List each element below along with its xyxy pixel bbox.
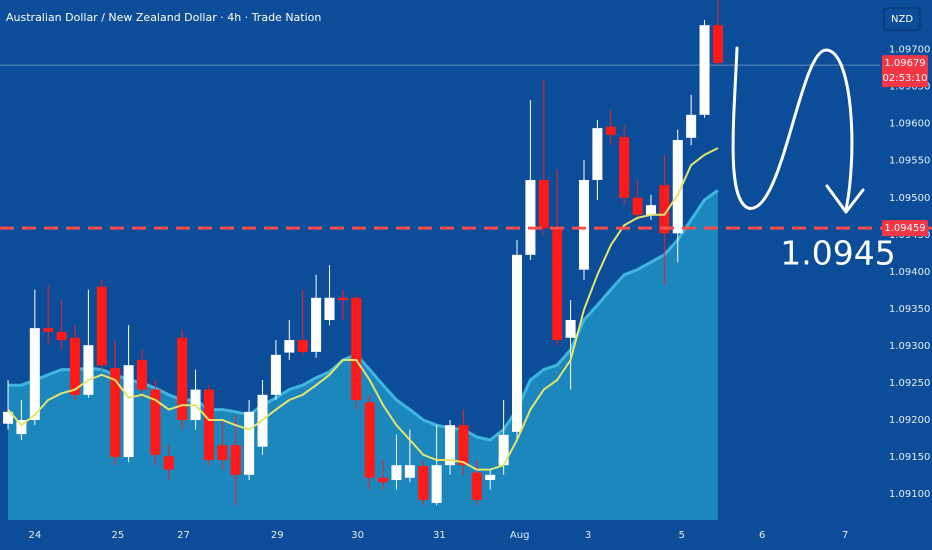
x-tick-label: 27 [177,530,190,541]
candle-body [619,137,630,198]
candle-body [311,297,322,352]
candle-body [16,420,27,435]
y-tick-label: 1.09100 [889,489,930,500]
x-tick-label: 31 [433,530,446,541]
y-tick-label: 1.09400 [889,267,930,278]
y-tick-label: 1.09550 [889,156,930,167]
candle-body [351,297,362,400]
candle-body [136,360,147,390]
candle-body [3,411,14,424]
last-price-box [882,55,928,88]
candle-body [512,254,523,432]
candle-body [297,340,308,352]
candle-body [391,465,402,480]
y-tick-label: 1.09250 [889,378,930,389]
candle-body [552,228,563,340]
y-tick-label: 1.09600 [889,119,930,130]
x-tick-label: 30 [351,530,364,541]
currency-badge [883,7,921,31]
x-tick-label: 5 [679,530,685,541]
x-tick-label: Aug [510,530,530,541]
arrow-head [825,184,865,214]
candle-body [485,474,496,480]
candle-body [712,25,723,63]
x-tick-label: 3 [585,530,591,541]
x-tick-label: 25 [112,530,125,541]
candle-body [645,205,656,215]
candle-body [284,340,295,353]
candle-body [244,411,255,475]
y-tick-label: 1.09700 [889,45,930,56]
candle-body [43,328,54,332]
last-price-label: 1.09679 [884,58,925,69]
y-tick-label: 1.09500 [889,193,930,204]
y-tick-label: 1.09150 [889,452,930,463]
candle-body [458,425,469,466]
candle-body [578,180,589,270]
y-tick-label: 1.09200 [889,415,930,426]
candle-body [123,365,134,458]
candle-body [565,320,576,338]
candle-body [83,345,94,395]
x-tick-label: 7 [842,530,848,541]
countdown-label: 02:53:10 [883,73,928,84]
candle-body [525,180,536,255]
plot-area [3,0,723,520]
candle-body [177,337,188,420]
candle-body [56,331,67,340]
candle-body [498,434,509,466]
candle-body [471,472,482,500]
candle-body [203,389,214,460]
candle-body [672,140,683,234]
candle-body [659,185,670,234]
chart-title: Australian Dollar / New Zealand Dollar ·… [6,11,321,24]
candle-body [29,328,40,420]
candle-body [445,425,456,466]
candle-body [96,286,107,366]
y-tick-label: 1.09350 [889,304,930,315]
y-tick-label: 1.09300 [889,341,930,352]
x-tick-label: 24 [28,530,41,541]
candle-body [699,25,710,115]
area-fill [8,190,718,520]
candle-body [686,114,697,138]
candle-body [110,368,121,458]
candle-body [538,180,549,229]
level-label-box [882,220,928,237]
ma-line [7,147,719,471]
candle-body [163,456,174,470]
x-tick-label: 29 [271,530,284,541]
x-tick-label: 6 [759,530,765,541]
currency-label: NZD [891,14,913,25]
candle-body [364,402,375,478]
candle-body [431,465,442,503]
level-label: 1.09459 [884,223,925,234]
hand-drawn-arrow [731,46,854,212]
candle-body [150,389,161,455]
candle-body [378,477,389,483]
candle-body [605,126,616,135]
candle-body [324,297,335,320]
candle-body [592,128,603,180]
annotation: 1.0945 [780,234,895,273]
candle-body [404,465,415,478]
candle-body [337,297,348,300]
candle-body [418,465,429,500]
candle-body [632,197,643,215]
candle-body [70,337,81,395]
candle-body [217,445,228,460]
candle-body [270,354,281,395]
candle-body [230,445,241,475]
